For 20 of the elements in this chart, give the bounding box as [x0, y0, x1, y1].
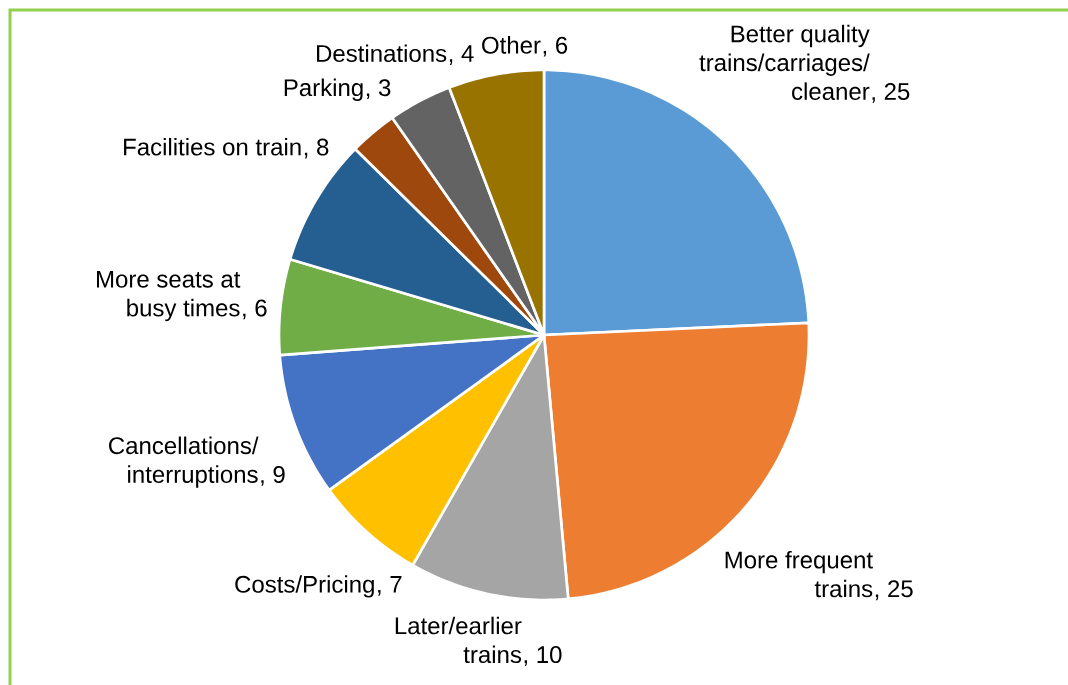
data-label: , 8: [304, 138, 329, 159]
slice-label: Cancellations/interruptions: [109, 436, 259, 488]
data-label: , 25: [875, 580, 913, 601]
data-label: , 3: [366, 79, 391, 100]
slice-label: Facilities on train: [124, 137, 301, 156]
data-label: , 6: [543, 36, 568, 57]
slice-label: Better quality trains/carriages/cleaner: [699, 24, 870, 100]
data-label: , 9: [261, 465, 285, 486]
slice-label: Other: [482, 36, 541, 54]
data-label: , 25: [872, 82, 910, 103]
slice-label: Later/earlier trains: [395, 616, 522, 664]
slice-label: More frequent trains: [725, 550, 873, 598]
data-label: , 7: [378, 576, 402, 596]
data-label: , 4: [449, 45, 474, 65]
data-label: , 6: [243, 299, 267, 320]
slice-label: More seats at busy times: [97, 270, 241, 322]
slice-label: Destinations: [317, 44, 447, 63]
slice-label: Parking: [284, 78, 363, 101]
slice-label: Costs/Pricing: [235, 575, 374, 598]
data-label: , 10: [524, 646, 562, 666]
